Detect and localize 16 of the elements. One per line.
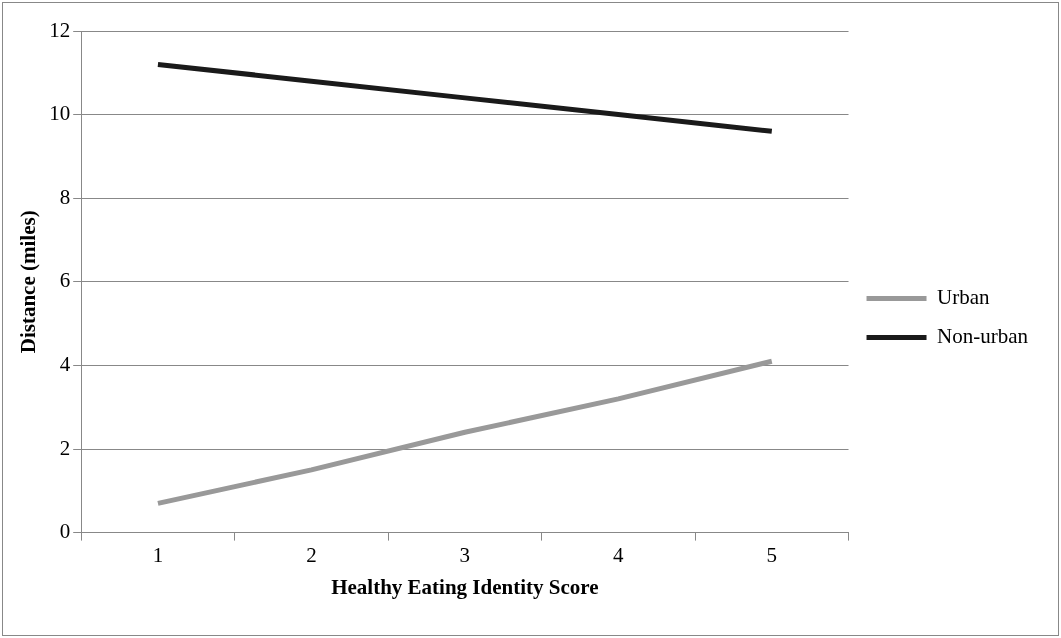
y-tick-label: 4 [59, 351, 71, 376]
x-tick-label: 5 [766, 542, 778, 567]
y-tick-label: 0 [59, 519, 71, 544]
y-tick-label: 6 [59, 268, 71, 293]
legend-label: Non-urban [937, 324, 1029, 349]
x-axis-title: Healthy Eating Identity Score [331, 574, 599, 599]
y-tick-label: 2 [59, 435, 71, 460]
y-tick-label: 10 [49, 101, 71, 126]
x-tick-label: 1 [152, 542, 164, 567]
x-tick-label: 3 [459, 542, 471, 567]
x-tick-label: 4 [613, 542, 625, 567]
x-tick-label: 2 [306, 542, 317, 567]
y-tick-label: 8 [59, 184, 71, 209]
y-tick-label: 12 [49, 17, 71, 42]
y-axis-title: Distance (miles) [16, 210, 41, 354]
legend-label: Urban [937, 285, 991, 310]
